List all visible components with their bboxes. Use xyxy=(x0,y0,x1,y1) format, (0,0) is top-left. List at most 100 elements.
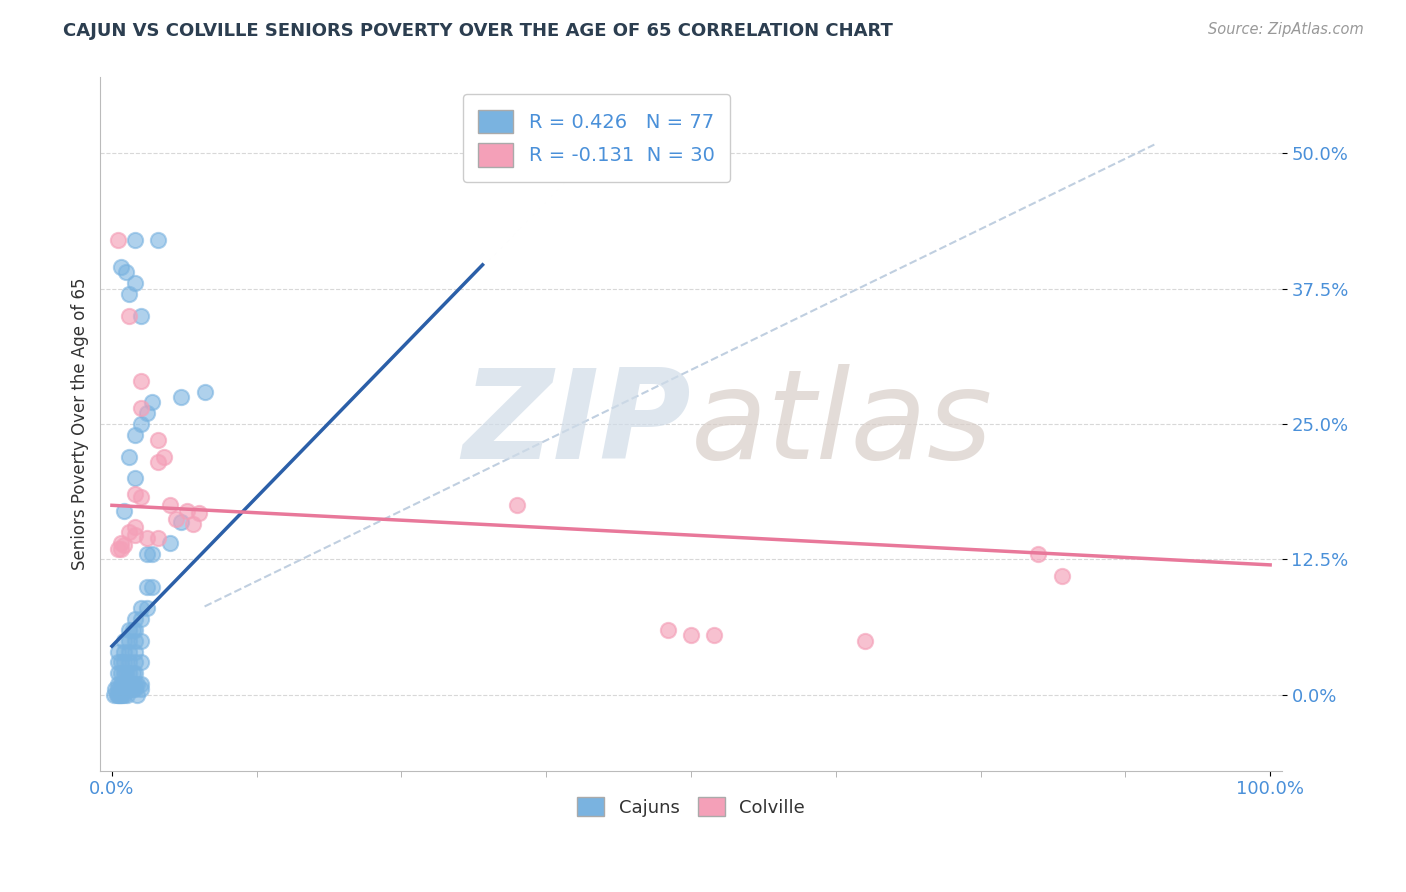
Point xyxy=(129,601,152,615)
Point xyxy=(104,682,127,697)
Point xyxy=(110,682,132,697)
Text: atlas: atlas xyxy=(690,364,993,484)
Point xyxy=(181,516,204,531)
Point xyxy=(124,233,146,247)
Point xyxy=(135,601,157,615)
Point xyxy=(135,531,157,545)
Point xyxy=(107,541,129,556)
Point xyxy=(165,512,187,526)
Point xyxy=(853,633,876,648)
Point xyxy=(148,531,170,545)
Point xyxy=(124,666,146,681)
Point xyxy=(107,677,129,691)
Point xyxy=(118,633,141,648)
Point xyxy=(129,633,152,648)
Point xyxy=(103,688,125,702)
Point xyxy=(118,525,141,540)
Point xyxy=(118,677,141,691)
Point xyxy=(170,515,193,529)
Point xyxy=(118,682,141,697)
Point xyxy=(129,401,152,415)
Point xyxy=(112,644,135,658)
Point xyxy=(124,277,146,291)
Point xyxy=(135,580,157,594)
Point xyxy=(114,677,136,691)
Point xyxy=(124,682,146,697)
Point xyxy=(129,682,152,697)
Point xyxy=(112,682,135,697)
Point xyxy=(153,450,176,464)
Point xyxy=(129,309,152,323)
Point xyxy=(108,688,131,702)
Point xyxy=(118,666,141,681)
Point xyxy=(135,406,157,420)
Point xyxy=(112,633,135,648)
Point xyxy=(107,644,129,658)
Point xyxy=(110,666,132,681)
Legend: Cajuns, Colville: Cajuns, Colville xyxy=(569,790,813,824)
Point xyxy=(124,612,146,626)
Point xyxy=(1050,568,1073,582)
Point xyxy=(118,656,141,670)
Point xyxy=(703,628,725,642)
Point xyxy=(112,677,135,691)
Point xyxy=(118,644,141,658)
Point xyxy=(121,682,143,697)
Text: ZIP: ZIP xyxy=(463,364,690,484)
Point xyxy=(1028,547,1050,561)
Point xyxy=(107,666,129,681)
Point xyxy=(159,536,181,550)
Point xyxy=(110,260,132,274)
Point xyxy=(121,666,143,681)
Point xyxy=(127,677,149,691)
Point xyxy=(112,538,135,552)
Point xyxy=(141,580,163,594)
Point xyxy=(110,688,132,702)
Point xyxy=(107,688,129,702)
Point xyxy=(112,666,135,681)
Point xyxy=(110,656,132,670)
Point xyxy=(124,520,146,534)
Point xyxy=(141,395,163,409)
Text: CAJUN VS COLVILLE SENIORS POVERTY OVER THE AGE OF 65 CORRELATION CHART: CAJUN VS COLVILLE SENIORS POVERTY OVER T… xyxy=(63,22,893,40)
Point xyxy=(107,682,129,697)
Point xyxy=(108,688,131,702)
Point xyxy=(107,656,129,670)
Point xyxy=(657,623,679,637)
Point xyxy=(105,688,128,702)
Point xyxy=(114,265,136,279)
Point xyxy=(124,471,146,485)
Point xyxy=(110,677,132,691)
Point xyxy=(121,623,143,637)
Point xyxy=(121,677,143,691)
Point xyxy=(118,623,141,637)
Point xyxy=(129,677,152,691)
Point xyxy=(118,450,141,464)
Point xyxy=(148,434,170,448)
Point xyxy=(111,688,134,702)
Point xyxy=(129,656,152,670)
Point xyxy=(124,633,146,648)
Point xyxy=(159,498,181,512)
Point xyxy=(148,233,170,247)
Point xyxy=(114,666,136,681)
Text: Source: ZipAtlas.com: Source: ZipAtlas.com xyxy=(1208,22,1364,37)
Point xyxy=(124,527,146,541)
Point xyxy=(115,688,138,702)
Point xyxy=(679,628,702,642)
Point xyxy=(506,498,529,512)
Point xyxy=(176,504,198,518)
Point xyxy=(129,490,152,504)
Point xyxy=(124,644,146,658)
Point xyxy=(194,384,217,399)
Point xyxy=(129,612,152,626)
Point xyxy=(112,504,135,518)
Point xyxy=(124,677,146,691)
Point xyxy=(110,541,132,556)
Point xyxy=(112,688,135,702)
Point xyxy=(129,417,152,431)
Point xyxy=(118,287,141,301)
Point xyxy=(124,623,146,637)
Point xyxy=(112,656,135,670)
Point xyxy=(124,656,146,670)
